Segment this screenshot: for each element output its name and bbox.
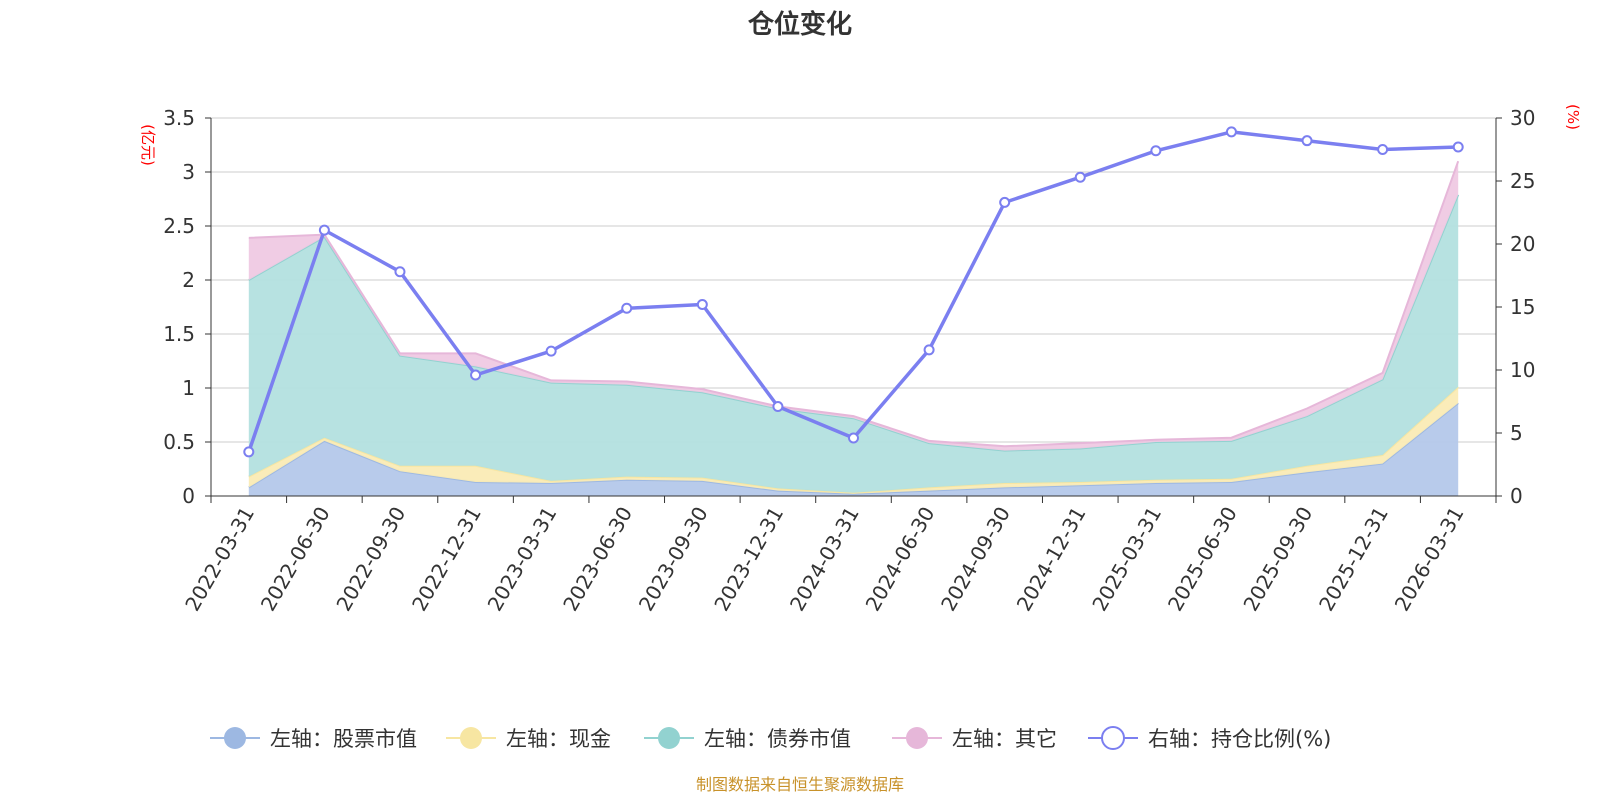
ratio-point — [1452, 141, 1464, 153]
x-tick-label: 2023-09-30 — [634, 503, 713, 616]
x-tick-label: 2026-03-31 — [1390, 503, 1469, 616]
legend-label: 右轴：持仓比例(%) — [1148, 727, 1331, 751]
left-tick-label: 1.5 — [163, 322, 195, 346]
left-axis-unit: (亿元) — [139, 124, 157, 166]
right-tick-label: 15 — [1510, 295, 1535, 319]
area-edge-左轴：其它 — [248, 160, 1460, 448]
legend-label: 左轴：其它 — [952, 727, 1057, 751]
right-axis-unit: (%) — [1564, 104, 1582, 130]
legend-item: 左轴：股票市值 — [210, 727, 417, 751]
ratio-point — [470, 369, 482, 381]
x-tick-label: 2024-06-30 — [861, 503, 940, 616]
x-tick-label: 2022-03-31 — [180, 503, 259, 616]
ratio-point — [923, 344, 935, 356]
x-tick-label: 2024-03-31 — [785, 503, 864, 616]
legend-item: 右轴：持仓比例(%) — [1088, 726, 1331, 751]
legend-label: 左轴：债券市值 — [704, 727, 851, 751]
legend: 左轴：股票市值 左轴：现金 左轴：债券市值 左轴：其它 右轴：持仓比例(%) — [210, 726, 1331, 751]
ratio-point — [1301, 135, 1313, 147]
ratio-point — [848, 432, 859, 444]
legend-marker — [460, 727, 482, 749]
x-tick-label: 2023-12-31 — [709, 503, 788, 616]
right-tick-label: 20 — [1510, 232, 1535, 256]
legend-label: 左轴：现金 — [506, 727, 611, 751]
ratio-point — [1074, 171, 1086, 183]
source-note: 制图数据来自恒生聚源数据库 — [696, 775, 904, 794]
ratio-point — [621, 302, 633, 314]
left-tick-label: 2.5 — [163, 214, 195, 238]
x-tick-label: 2025-12-31 — [1314, 503, 1393, 616]
x-tick-label: 2022-12-31 — [407, 503, 486, 616]
stacked-areas — [248, 160, 1460, 496]
right-tick-label: 25 — [1510, 169, 1535, 193]
holding-ratio-line — [243, 126, 1464, 458]
right-tick-label: 30 — [1510, 106, 1535, 130]
ratio-point — [318, 224, 330, 236]
x-tick-label: 2024-12-31 — [1012, 503, 1091, 616]
x-tick-label: 2022-09-30 — [331, 503, 410, 616]
right-tick-label: 10 — [1510, 358, 1535, 382]
ratio-point — [696, 298, 708, 310]
legend-label: 左轴：股票市值 — [270, 727, 417, 751]
x-tick-label: 2025-03-31 — [1087, 503, 1166, 616]
legend-item: 左轴：债券市值 — [644, 727, 851, 751]
area-左轴：股票市值 — [248, 403, 1459, 496]
right-tick-label: 5 — [1510, 421, 1523, 445]
ratio-point — [772, 401, 784, 413]
x-tick-label: 2024-09-30 — [936, 503, 1015, 616]
legend-item: 左轴：其它 — [892, 727, 1057, 751]
x-tick-label: 2023-06-30 — [558, 503, 637, 616]
chart-title: 仓位变化 — [747, 9, 852, 40]
right-tick-label: 0 — [1510, 484, 1523, 508]
area-左轴：债券市值 — [248, 194, 1459, 493]
left-tick-label: 0 — [182, 484, 195, 508]
ratio-point — [1150, 145, 1162, 157]
ratio-point — [1225, 126, 1237, 138]
left-tick-label: 3.5 — [163, 106, 195, 130]
legend-item: 左轴：现金 — [446, 727, 611, 751]
legend-marker — [1101, 726, 1125, 750]
ratio-point — [545, 345, 557, 357]
ratio-point — [1377, 144, 1389, 155]
left-tick-label: 1 — [182, 376, 195, 400]
ratio-point — [243, 446, 255, 458]
legend-marker — [224, 727, 246, 749]
x-tick-label: 2023-03-31 — [483, 503, 562, 616]
legend-marker — [658, 727, 680, 749]
x-tick-label: 2025-09-30 — [1238, 503, 1317, 616]
left-tick-label: 0.5 — [163, 430, 195, 454]
left-tick-label: 3 — [182, 160, 195, 184]
ratio-point — [394, 266, 406, 278]
x-tick-label: 2022-06-30 — [256, 503, 335, 616]
legend-marker — [906, 727, 928, 749]
ratio-point — [999, 196, 1011, 208]
x-tick-label: 2025-06-30 — [1163, 503, 1242, 616]
left-tick-label: 2 — [182, 268, 195, 292]
